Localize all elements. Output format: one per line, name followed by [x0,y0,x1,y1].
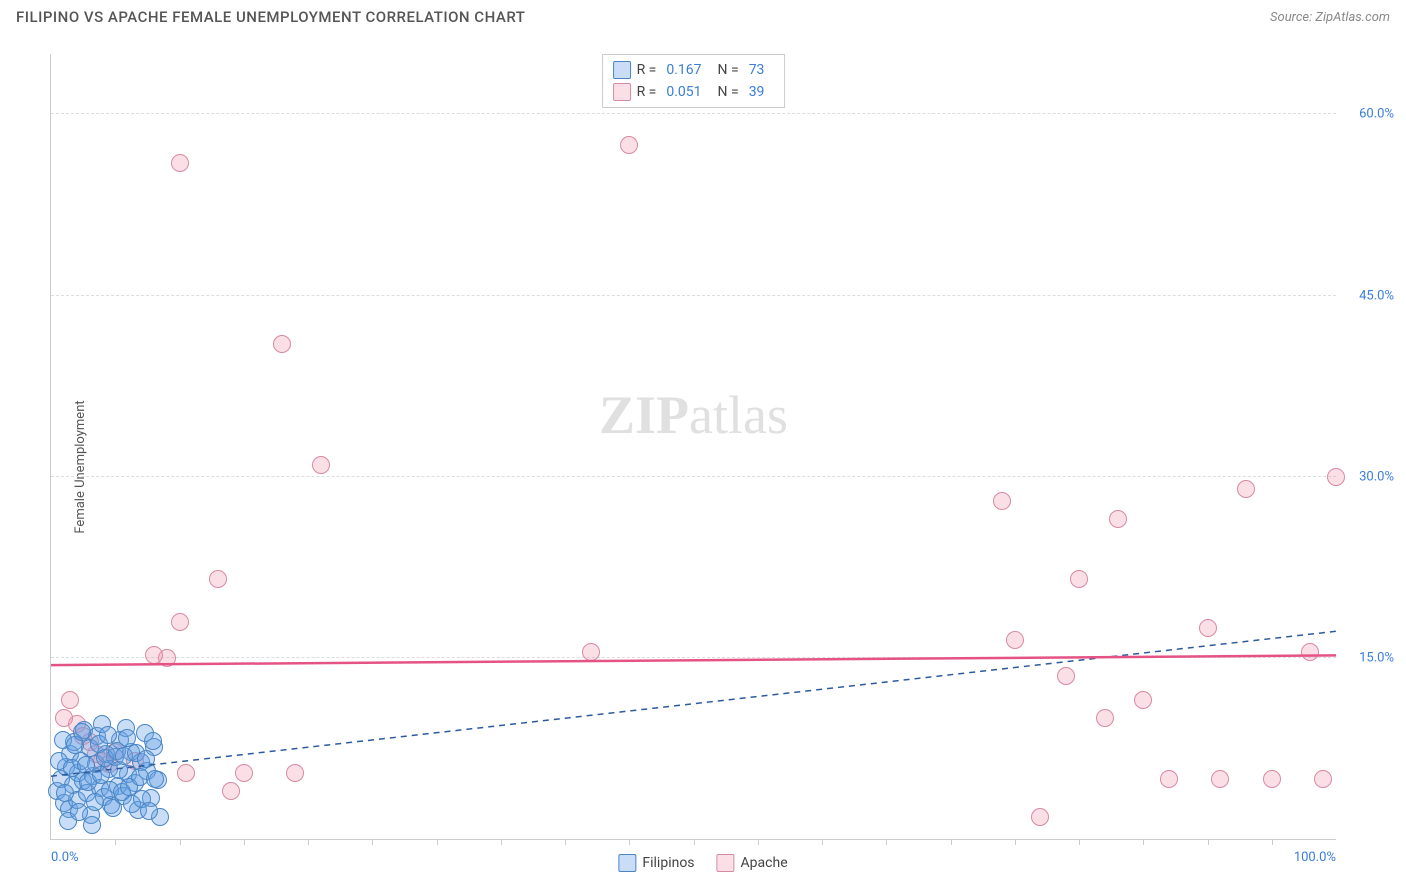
y-tick-label: 30.0% [1359,469,1394,484]
apache-point [1211,770,1229,788]
swatch-filipinos-2 [618,854,636,872]
apache-point [1031,808,1049,826]
legend-label-apache: Apache [741,855,788,871]
filipinos-point [146,770,164,788]
n-value-apache: 39 [749,84,765,100]
x-tick [372,839,373,845]
gridline: 15.0% [51,657,1336,658]
x-tick [629,839,630,845]
r-value-filipinos: 0.167 [666,62,701,78]
chart-container: Female Unemployment ZIPatlas R = 0.167 N… [0,42,1406,892]
x-tick [308,839,309,845]
filipinos-point [73,723,91,741]
correlation-row-apache: R = 0.051 N = 39 [613,81,775,103]
apache-point [209,570,227,588]
apache-point [1301,643,1319,661]
legend-label-filipinos: Filipinos [642,855,694,871]
y-tick-label: 45.0% [1359,288,1394,303]
x-tick [1143,839,1144,845]
x-tick [1079,839,1080,845]
correlation-row-filipinos: R = 0.167 N = 73 [613,59,775,81]
correlation-legend: R = 0.167 N = 73 R = 0.051 N = 39 [602,54,786,108]
watermark: ZIPatlas [599,384,788,446]
apache-point [171,154,189,172]
gridline: 30.0% [51,476,1336,477]
filipinos-point [137,750,155,768]
apache-point [1006,631,1024,649]
filipinos-point [83,816,101,834]
y-tick-label: 60.0% [1359,107,1394,122]
apache-point [1057,667,1075,685]
x-tick [1272,839,1273,845]
y-tick-label: 15.0% [1359,650,1394,665]
gridline: 60.0% [51,113,1336,114]
apache-point [273,335,291,353]
swatch-apache-2 [717,854,735,872]
r-value-apache: 0.051 [666,84,701,100]
filipinos-point [86,793,104,811]
apache-point [1160,770,1178,788]
apache-point [1134,691,1152,709]
n-label-2: N = [718,84,739,100]
x-tick [115,839,116,845]
x-tick-label: 100.0% [1294,850,1336,865]
x-tick [694,839,695,845]
x-tick [180,839,181,845]
filipinos-point [104,799,122,817]
apache-point [620,136,638,154]
legend-item-apache: Apache [717,854,788,872]
apache-point [1199,619,1217,637]
filipinos-point [56,784,74,802]
apache-point [177,764,195,782]
apache-point [582,643,600,661]
apache-point [1070,570,1088,588]
watermark-rest: atlas [689,385,788,445]
apache-point [1237,480,1255,498]
apache-point [55,709,73,727]
trend-lines [51,54,1336,839]
apache-point [1263,770,1281,788]
x-tick [501,839,502,845]
apache-point [235,764,253,782]
x-tick [886,839,887,845]
apache-point [312,456,330,474]
x-tick [244,839,245,845]
n-label: N = [718,62,739,78]
r-label-2: R = [637,84,657,100]
apache-point [1109,510,1127,528]
legend-item-filipinos: Filipinos [618,854,694,872]
x-tick [1015,839,1016,845]
apache-point [286,764,304,782]
apache-point [222,782,240,800]
apache-point [1096,709,1114,727]
x-tick [822,839,823,845]
apache-point [1327,468,1345,486]
chart-header: FILIPINO VS APACHE FEMALE UNEMPLOYMENT C… [0,0,1406,30]
series-legend: Filipinos Apache [618,854,787,872]
x-tick [951,839,952,845]
watermark-bold: ZIP [599,385,689,445]
apache-point [61,691,79,709]
x-tick [1208,839,1209,845]
r-label: R = [637,62,657,78]
swatch-filipinos [613,61,631,79]
x-tick [565,839,566,845]
filipinos-point [140,802,158,820]
apache-point [145,646,163,664]
chart-source: Source: ZipAtlas.com [1270,10,1390,25]
x-tick-label: 0.0% [51,850,79,865]
chart-title: FILIPINO VS APACHE FEMALE UNEMPLOYMENT C… [16,8,525,26]
apache-point [993,492,1011,510]
swatch-apache [613,83,631,101]
x-tick [758,839,759,845]
x-tick [437,839,438,845]
plot-area: ZIPatlas R = 0.167 N = 73 R = 0.051 N = … [50,54,1336,840]
n-value-filipinos: 73 [749,62,765,78]
apache-point [1314,770,1332,788]
filipinos-point [144,732,162,750]
gridline: 45.0% [51,295,1336,296]
apache-point [171,613,189,631]
